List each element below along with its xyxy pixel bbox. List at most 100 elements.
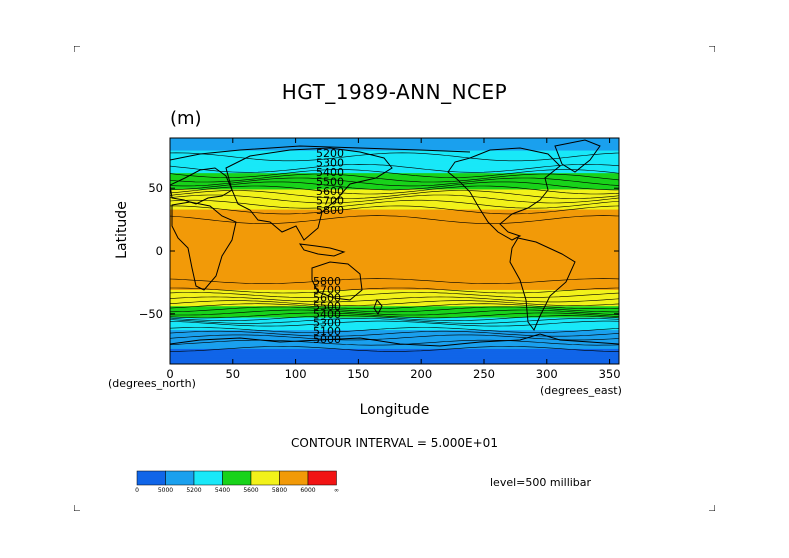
height-band-strip — [170, 360, 619, 363]
contour-line — [170, 339, 619, 346]
height-band-strip — [170, 149, 619, 152]
contour-label: 5400 — [316, 166, 344, 179]
contour-line — [170, 292, 619, 298]
height-band-strip — [170, 336, 619, 339]
height-band-strip — [170, 153, 619, 155]
height-band-strip — [170, 321, 619, 324]
colorbar-label: 5400 — [215, 487, 230, 494]
height-band-strip — [170, 358, 619, 361]
height-band-strip — [170, 292, 619, 295]
colorbar-swatch — [222, 470, 252, 486]
height-bands — [170, 138, 619, 364]
height-band-strip — [170, 139, 619, 142]
height-band-strip — [170, 362, 619, 364]
height-band-strip — [170, 323, 619, 326]
contour-label: 5600 — [313, 292, 341, 305]
colorbar-label: 5800 — [272, 487, 287, 494]
height-band-strip — [170, 302, 619, 305]
height-band-strip — [170, 209, 619, 212]
coastline-australia — [311, 261, 363, 301]
colorbar-label: 6000 — [300, 487, 315, 494]
height-band-strip — [170, 150, 619, 153]
contour-line — [170, 177, 619, 187]
height-band-strip — [170, 160, 619, 163]
height-band-strip — [170, 272, 619, 275]
height-band-strip — [170, 287, 619, 290]
contour-label: 5000 — [313, 333, 341, 346]
height-band-strip — [170, 355, 619, 358]
height-band-strip — [170, 223, 619, 226]
height-band-strip — [170, 198, 619, 201]
height-band-strip — [170, 171, 619, 174]
height-band-strip — [170, 283, 619, 286]
height-band-strip — [170, 164, 619, 167]
colorbar-label: 5200 — [186, 487, 201, 494]
coastline-south-america — [509, 237, 576, 331]
height-band-strip — [170, 146, 619, 149]
height-band-strip — [170, 252, 619, 255]
height-band-strip — [170, 353, 619, 356]
height-band-strip — [170, 279, 619, 282]
height-band-strip — [170, 237, 619, 240]
height-band-strip — [170, 219, 619, 222]
height-band-strip — [170, 281, 619, 283]
height-band-strip — [170, 251, 619, 253]
height-band-strip — [170, 266, 619, 268]
x-tick-label: 200 — [410, 367, 432, 381]
height-band-strip — [170, 212, 619, 214]
colorbar-swatch — [193, 470, 223, 486]
height-band-strip — [170, 138, 619, 140]
height-band-strip — [170, 141, 619, 144]
height-band-strip — [170, 301, 619, 304]
height-band-strip — [170, 158, 619, 160]
contour-line — [170, 309, 619, 316]
height-band-strip — [170, 232, 619, 235]
height-band-strip — [170, 220, 619, 223]
contour-label: 5700 — [313, 283, 341, 296]
height-band-strip — [170, 168, 619, 170]
height-band-strip — [170, 234, 619, 237]
height-band-strip — [170, 257, 619, 260]
height-band-strip — [170, 173, 619, 176]
contour-line — [170, 163, 619, 173]
height-band-strip — [170, 188, 619, 191]
height-band-strip — [170, 165, 619, 168]
x-tick-label: 150 — [347, 367, 369, 381]
level-text: level=500 millibar — [490, 476, 592, 489]
contour-line — [170, 315, 619, 321]
height-band-strip — [170, 243, 619, 246]
height-band-strip — [170, 263, 619, 266]
height-band-strip — [170, 271, 619, 273]
height-band-strip — [170, 326, 619, 329]
height-band-strip — [170, 361, 619, 364]
height-band-strip — [170, 278, 619, 281]
height-band-strip — [170, 259, 619, 262]
height-band-strip — [170, 215, 619, 218]
height-band-strip — [170, 229, 619, 232]
height-band-strip — [170, 298, 619, 301]
contour-line — [170, 327, 619, 333]
contour-label: 5400 — [313, 308, 341, 321]
height-band-strip — [170, 258, 619, 261]
height-band-strip — [170, 235, 619, 238]
y-tick-label: 50 — [148, 181, 163, 195]
contour-label: 5300 — [313, 317, 341, 330]
height-band-strip — [170, 159, 619, 162]
height-band-strip — [170, 328, 619, 331]
height-band-strip — [170, 284, 619, 287]
height-band-strip — [170, 213, 619, 216]
height-band-strip — [170, 340, 619, 342]
height-band-strip — [170, 299, 619, 302]
height-band-strip — [170, 224, 619, 227]
x-tick-label: 100 — [285, 367, 307, 381]
coastline-europe — [170, 167, 233, 205]
height-band-strip — [170, 247, 619, 250]
colorbar-label: ∞ — [334, 487, 339, 494]
height-band-strip — [170, 239, 619, 242]
coastline-greenland — [554, 139, 601, 173]
colorbar-swatch — [136, 470, 166, 486]
coastline-asia — [225, 147, 393, 241]
contour-label: 5100 — [313, 325, 341, 338]
